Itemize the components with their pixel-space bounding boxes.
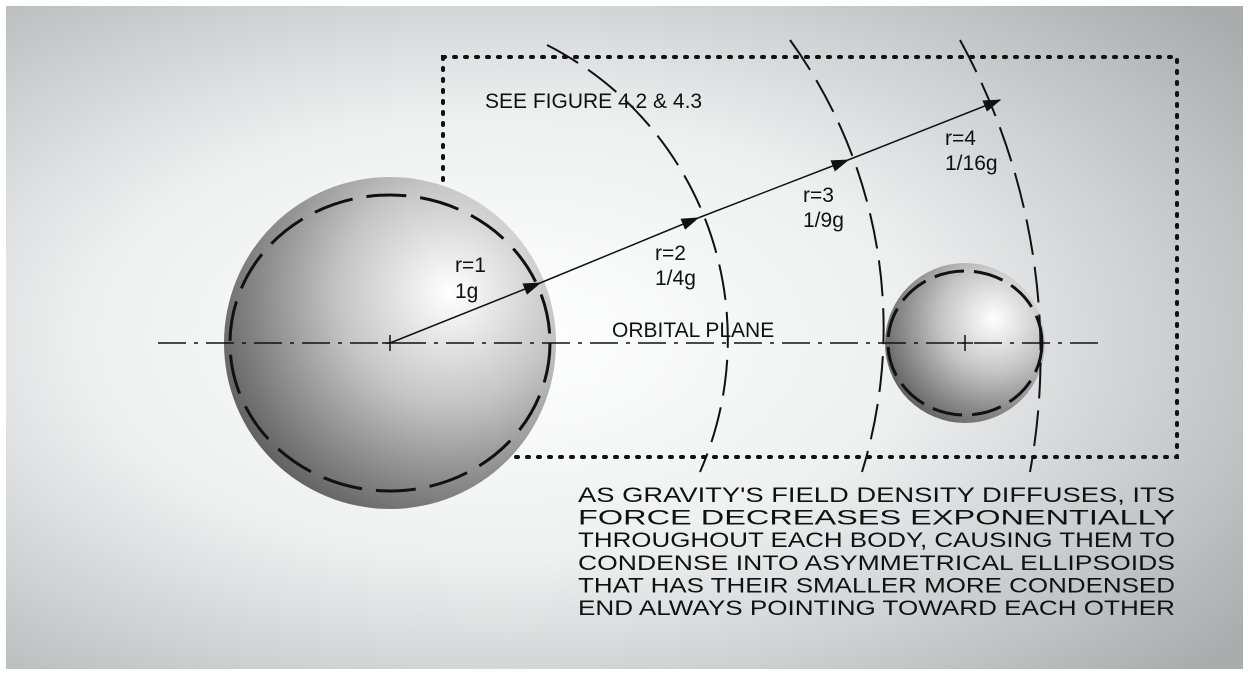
- ring-force: 1/9g: [803, 209, 844, 232]
- ring-radius: r=2: [655, 242, 686, 265]
- caption-line: CONDENSE INTO ASYMMETRICAL ELLIPSOIDS: [578, 552, 1175, 575]
- caption-line: FORCE DECREASES EXPONENTIALLY: [578, 507, 1175, 530]
- caption-line: END ALWAYS POINTING TOWARD EACH OTHER: [578, 597, 1175, 620]
- caption-line: THROUGHOUT EACH BODY, CAUSING THEM TO: [578, 529, 1175, 552]
- field-rings: [546, 39, 1042, 473]
- plane-label: ORBITAL PLANE: [612, 319, 774, 342]
- ring-force: 1g: [455, 280, 478, 303]
- ring-radius: r=1: [455, 254, 486, 277]
- ring-2: [546, 44, 729, 473]
- radius-arrows: [389, 99, 1002, 344]
- ring-4: [959, 39, 1042, 473]
- caption-line: THAT HAS THEIR SMALLER MORE CONDENSED: [578, 574, 1175, 597]
- ring-radius: r=3: [803, 184, 834, 207]
- ring-radius: r=4: [945, 127, 976, 150]
- caption-line: AS GRAVITY'S FIELD DENSITY DIFFUSES, ITS: [578, 484, 1175, 507]
- ring-force: 1/4g: [655, 267, 696, 290]
- ring-force: 1/16g: [945, 152, 998, 175]
- ring-3: [789, 39, 885, 473]
- figure-reference: SEE FIGURE 4.2 & 4.3: [485, 90, 702, 113]
- caption: AS GRAVITY'S FIELD DENSITY DIFFUSES, ITS…: [578, 484, 1175, 620]
